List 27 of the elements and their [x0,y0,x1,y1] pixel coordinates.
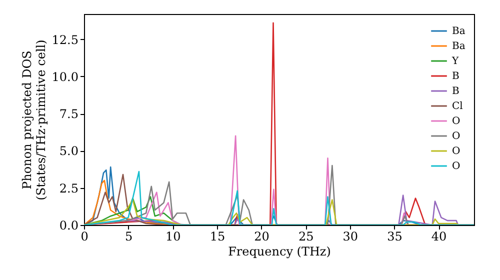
legend-label: Cl [452,101,463,112]
x-tick-label: 25 [298,230,314,244]
x-tick-label: 40 [431,230,447,244]
y-tick-label: 7.5 [59,107,78,122]
legend-label: B [452,71,460,82]
legend-label: Ba [452,26,466,37]
y-tick-label: 5.0 [59,144,78,158]
x-tick-label: 35 [387,230,402,244]
x-axis-title: Frequency (THz) [228,244,331,258]
x-tick-label: 15 [210,230,226,244]
x-tick-label: 10 [165,230,181,244]
x-tick-label: 0 [80,230,88,244]
y-tick-label: 0.0 [59,218,78,232]
legend-label: O [452,116,460,127]
y-axis-title: Phonon projected DOS (States/THz·primitive cell) [20,40,48,200]
x-tick-label: 30 [342,230,358,244]
legend-label: O [452,131,460,142]
legend-label: Y [451,56,459,67]
legend-label: Ba [452,41,466,52]
legend-label: O [452,161,460,172]
legend-label: B [452,86,460,97]
y-tick-label: 2.5 [59,181,78,196]
x-tick-label: 5 [125,230,133,244]
legend-label: O [452,146,460,157]
y-tick-label: 12.5 [52,32,78,47]
x-tick-label: 20 [254,230,270,244]
y-tick-label: 10.0 [52,70,78,84]
